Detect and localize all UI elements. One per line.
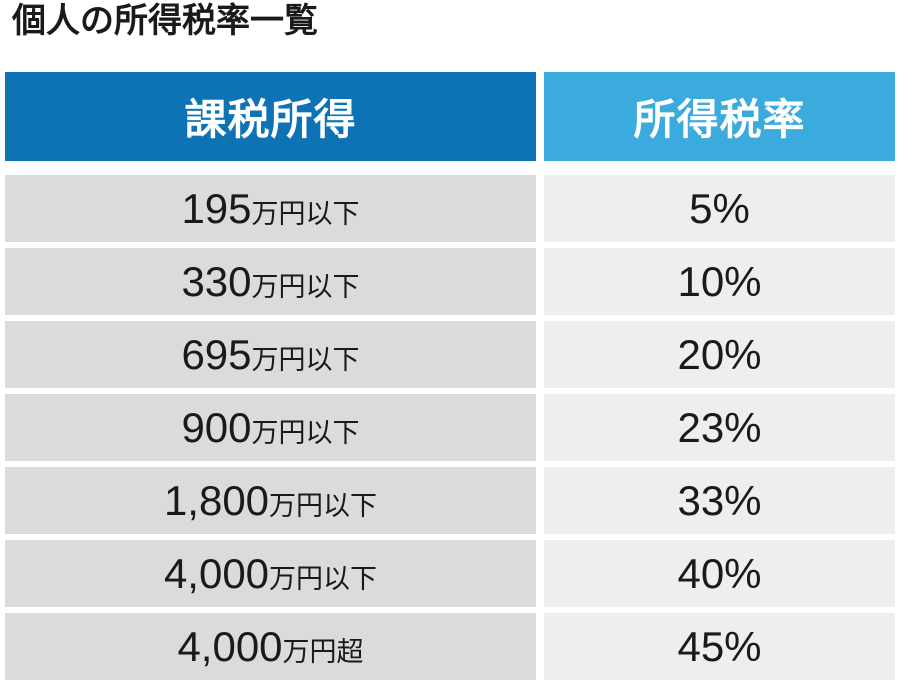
income-amount: 900 bbox=[181, 403, 252, 451]
rate-value: 40% bbox=[677, 549, 762, 597]
header-cell-tax-rate: 所得税率 bbox=[544, 72, 895, 161]
rate-value: 23% bbox=[677, 403, 762, 451]
income-cell: 1,800万円以下 bbox=[5, 467, 536, 534]
income-text: 900万円以下 bbox=[181, 404, 359, 452]
income-text: 195万円以下 bbox=[181, 185, 359, 233]
table-row: 330万円以下 10% bbox=[5, 248, 895, 315]
rate-cell: 23% bbox=[544, 394, 895, 461]
rate-cell: 33% bbox=[544, 467, 895, 534]
income-amount: 4,000 bbox=[177, 622, 283, 670]
income-text: 695万円以下 bbox=[181, 331, 359, 379]
income-text: 4,000万円以下 bbox=[164, 550, 377, 598]
rate-value: 10% bbox=[677, 257, 762, 305]
table-row: 4,000万円超 45% bbox=[5, 613, 895, 680]
table-row: 4,000万円以下 40% bbox=[5, 540, 895, 607]
header-cell-taxable-income: 課税所得 bbox=[5, 72, 536, 161]
income-unit: 万円以下 bbox=[251, 271, 360, 302]
income-text: 330万円以下 bbox=[181, 258, 359, 306]
income-cell: 330万円以下 bbox=[5, 248, 536, 315]
income-cell: 900万円以下 bbox=[5, 394, 536, 461]
header-label-taxable-income: 課税所得 bbox=[184, 96, 357, 143]
table-row: 695万円以下 20% bbox=[5, 321, 895, 388]
rate-cell: 5% bbox=[544, 175, 895, 242]
tax-rate-table: 課税所得 所得税率 195万円以下 5% 330万円以下 10% 695万円以下… bbox=[5, 72, 895, 680]
page-title: 個人の所得税率一覧 bbox=[12, 2, 318, 40]
income-unit: 万円以下 bbox=[269, 563, 378, 594]
rate-cell: 40% bbox=[544, 540, 895, 607]
income-text: 1,800万円以下 bbox=[164, 477, 377, 525]
income-text: 4,000万円超 bbox=[177, 623, 363, 671]
income-unit: 万円超 bbox=[282, 636, 364, 667]
income-cell: 4,000万円超 bbox=[5, 613, 536, 680]
header-label-tax-rate: 所得税率 bbox=[633, 96, 806, 143]
table-row: 195万円以下 5% bbox=[5, 175, 895, 242]
income-amount: 330 bbox=[181, 257, 252, 305]
income-amount: 695 bbox=[181, 330, 252, 378]
rate-cell: 20% bbox=[544, 321, 895, 388]
income-cell: 695万円以下 bbox=[5, 321, 536, 388]
table-row: 900万円以下 23% bbox=[5, 394, 895, 461]
rate-value: 33% bbox=[677, 476, 762, 524]
income-amount: 1,800 bbox=[163, 476, 270, 524]
income-unit: 万円以下 bbox=[251, 344, 360, 375]
income-amount: 195 bbox=[181, 184, 252, 232]
income-unit: 万円以下 bbox=[251, 417, 360, 448]
table-header-row: 課税所得 所得税率 bbox=[5, 72, 895, 161]
rate-value: 45% bbox=[677, 622, 762, 670]
rate-cell: 10% bbox=[544, 248, 895, 315]
rate-value: 5% bbox=[689, 184, 750, 232]
income-unit: 万円以下 bbox=[269, 490, 378, 521]
income-cell: 195万円以下 bbox=[5, 175, 536, 242]
table-row: 1,800万円以下 33% bbox=[5, 467, 895, 534]
income-amount: 4,000 bbox=[163, 549, 270, 597]
income-unit: 万円以下 bbox=[251, 198, 360, 229]
income-cell: 4,000万円以下 bbox=[5, 540, 536, 607]
rate-value: 20% bbox=[677, 330, 762, 378]
rate-cell: 45% bbox=[544, 613, 895, 680]
